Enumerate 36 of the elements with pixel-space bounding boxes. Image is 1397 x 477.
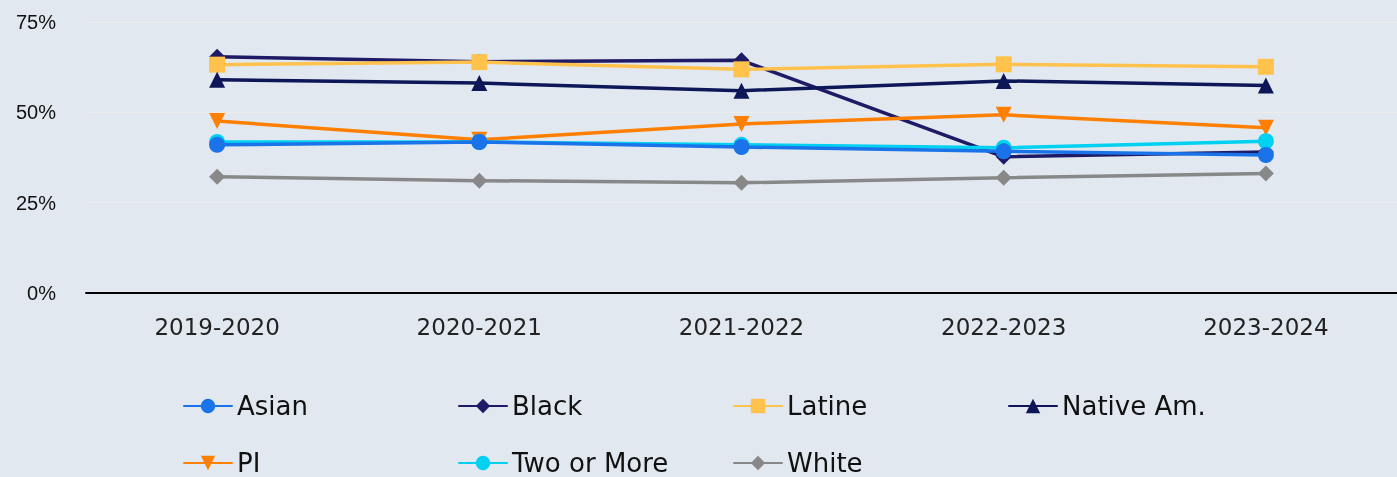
y-tick-label: 0% [27,282,57,304]
point [209,56,226,73]
x-tick-label: 2023-2024 [1203,313,1329,340]
point [995,72,1012,89]
legend-label: Two or More [511,448,669,477]
point [995,106,1012,123]
x-tick-label: 2022-2023 [941,313,1067,340]
point [1257,77,1274,94]
legend-label: Asian [237,391,308,421]
point [1257,119,1274,136]
x-tick-label: 2019-2020 [154,313,280,340]
legend-label: Black [512,391,583,421]
point [995,169,1012,186]
legend-label: PI [237,448,261,477]
point [209,71,226,88]
point [471,172,488,189]
x-tick-label: 2021-2022 [678,313,805,340]
y-tick-label: 75% [15,11,57,33]
point [733,82,750,99]
legend-label: White [787,448,863,477]
legend-label: Latine [787,391,868,421]
point [1257,165,1274,182]
point [209,168,226,185]
point [995,143,1012,160]
y-tick-label: 25% [15,191,57,214]
point [733,174,750,191]
point [733,115,750,132]
point [1257,58,1274,75]
legend-label: Native Am. [1062,391,1206,421]
point [209,113,226,130]
point [471,75,488,92]
point [1257,133,1274,150]
point [733,61,750,78]
x-tick-label: 2020-2021 [416,313,542,340]
y-tick-label: 50% [15,101,57,124]
point [995,56,1012,73]
